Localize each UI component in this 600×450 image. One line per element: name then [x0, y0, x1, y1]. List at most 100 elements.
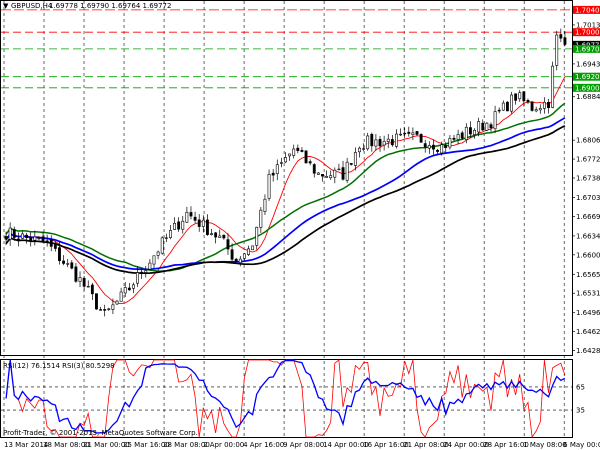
- candle-body: [510, 94, 513, 112]
- candle-body: [386, 138, 390, 142]
- candle-body: [530, 101, 534, 111]
- candle-body: [37, 237, 41, 240]
- price-level-badge: [573, 40, 600, 49]
- candle-body: [66, 263, 70, 265]
- candle-body: [432, 144, 435, 150]
- candle-body: [284, 157, 287, 163]
- price-tick-label: 1.66690: [576, 213, 600, 221]
- price-tick-label: 1.67030: [576, 194, 600, 202]
- time-axis-label: 25 Mar 16:00: [123, 441, 170, 449]
- candle-body: [292, 148, 296, 156]
- price-tick-label: 1.64960: [576, 309, 600, 317]
- price-tick-label: 1.68060: [576, 137, 600, 145]
- candle-body: [115, 300, 119, 305]
- candle-body: [374, 139, 378, 147]
- candle-body: [333, 169, 337, 178]
- candle-body: [559, 34, 563, 39]
- candle-body: [316, 172, 320, 175]
- candle-body: [197, 219, 201, 227]
- candle-body: [205, 219, 209, 235]
- candle-body: [255, 226, 259, 246]
- time-axis-label: 24 Apr 00:00: [443, 441, 489, 449]
- candle-body: [497, 109, 501, 112]
- candle-body: [173, 223, 176, 230]
- candle-body: [123, 287, 127, 294]
- rsi-indicator: 65 35: [1, 359, 585, 439]
- candle-body: [526, 100, 530, 103]
- candle-body: [214, 232, 218, 238]
- rsi-level-label: 65: [576, 383, 585, 391]
- time-axis-label: 18 Mar 08:00: [43, 441, 90, 449]
- candle-body: [99, 309, 103, 311]
- rsi-label: RSI(12) 76.1514 RSI(3) 80.5298: [3, 362, 115, 370]
- candle-body: [226, 239, 230, 250]
- candle-body: [181, 220, 185, 230]
- candle-body: [25, 234, 29, 238]
- candle-body: [399, 133, 402, 136]
- candle-body: [456, 134, 460, 140]
- time-axis-label: 4 Apr 16:00: [243, 441, 284, 449]
- candle-body: [477, 121, 481, 133]
- rsi-panel[interactable]: [0, 359, 573, 438]
- candle-body: [127, 287, 131, 291]
- candle-body: [247, 248, 250, 255]
- time-axis-label: 13 Mar 2014: [4, 441, 49, 449]
- candle-body: [538, 108, 542, 111]
- candle-body: [156, 251, 160, 256]
- candle-body: [210, 233, 213, 235]
- candle-body: [12, 229, 16, 238]
- price-level-badge-label: 1.69700: [575, 45, 600, 53]
- candle-body: [415, 131, 419, 135]
- candle-body: [325, 176, 329, 178]
- time-axis-label: 16 Apr 16:00: [363, 441, 409, 449]
- candle-body: [522, 91, 526, 102]
- candle-body: [70, 262, 74, 269]
- candle-body: [152, 255, 156, 265]
- candle-body: [493, 111, 497, 130]
- candle-body: [485, 122, 489, 131]
- candle-body: [407, 131, 411, 134]
- candle-body: [349, 163, 353, 165]
- candle-body: [358, 147, 361, 153]
- candle-body: [329, 175, 333, 179]
- price-level-badge: [573, 72, 600, 81]
- candle-body: [345, 161, 349, 181]
- candle-body: [362, 148, 366, 150]
- candle-body: [251, 245, 255, 251]
- candle-body: [82, 277, 86, 287]
- time-axis-label: 14 Apr 00:00: [323, 441, 369, 449]
- candle-body: [21, 233, 24, 239]
- rsi12-blue-line: [5, 359, 566, 434]
- price-tick-label: 1.66340: [576, 232, 600, 240]
- candle-body: [423, 143, 427, 148]
- candle-body: [563, 37, 567, 45]
- price-level-badge-label: 1.69000: [575, 84, 600, 92]
- candle-body: [308, 161, 312, 164]
- price-panel[interactable]: [0, 0, 573, 356]
- candle-body: [222, 234, 226, 239]
- price-tick-label: 1.65310: [576, 290, 600, 298]
- candle-body: [419, 134, 423, 143]
- ma-fast-red-line: [5, 76, 566, 305]
- time-axis-label: 21 Mar 00:00: [83, 441, 130, 449]
- candle-body: [436, 149, 439, 152]
- time-axis-label: 2 Apr 00:00: [203, 441, 244, 449]
- candle-body: [49, 239, 53, 247]
- candlesticks: [4, 28, 567, 317]
- candle-body: [514, 93, 518, 101]
- candle-body: [300, 150, 304, 152]
- price-tick-label: 1.67380: [576, 175, 600, 183]
- candle-body: [452, 137, 456, 140]
- candle-body: [78, 277, 82, 282]
- copyright-text: Profit-Trader, © 2001-2013, MetaQuotes S…: [3, 429, 198, 437]
- price-level-badge: [573, 28, 600, 37]
- candle-body: [518, 92, 522, 100]
- candle-body: [403, 132, 407, 135]
- price-level-badge: [573, 44, 600, 53]
- candle-body: [366, 135, 370, 150]
- candle-body: [8, 227, 12, 240]
- candle-body: [382, 140, 386, 146]
- candle-body: [481, 122, 485, 131]
